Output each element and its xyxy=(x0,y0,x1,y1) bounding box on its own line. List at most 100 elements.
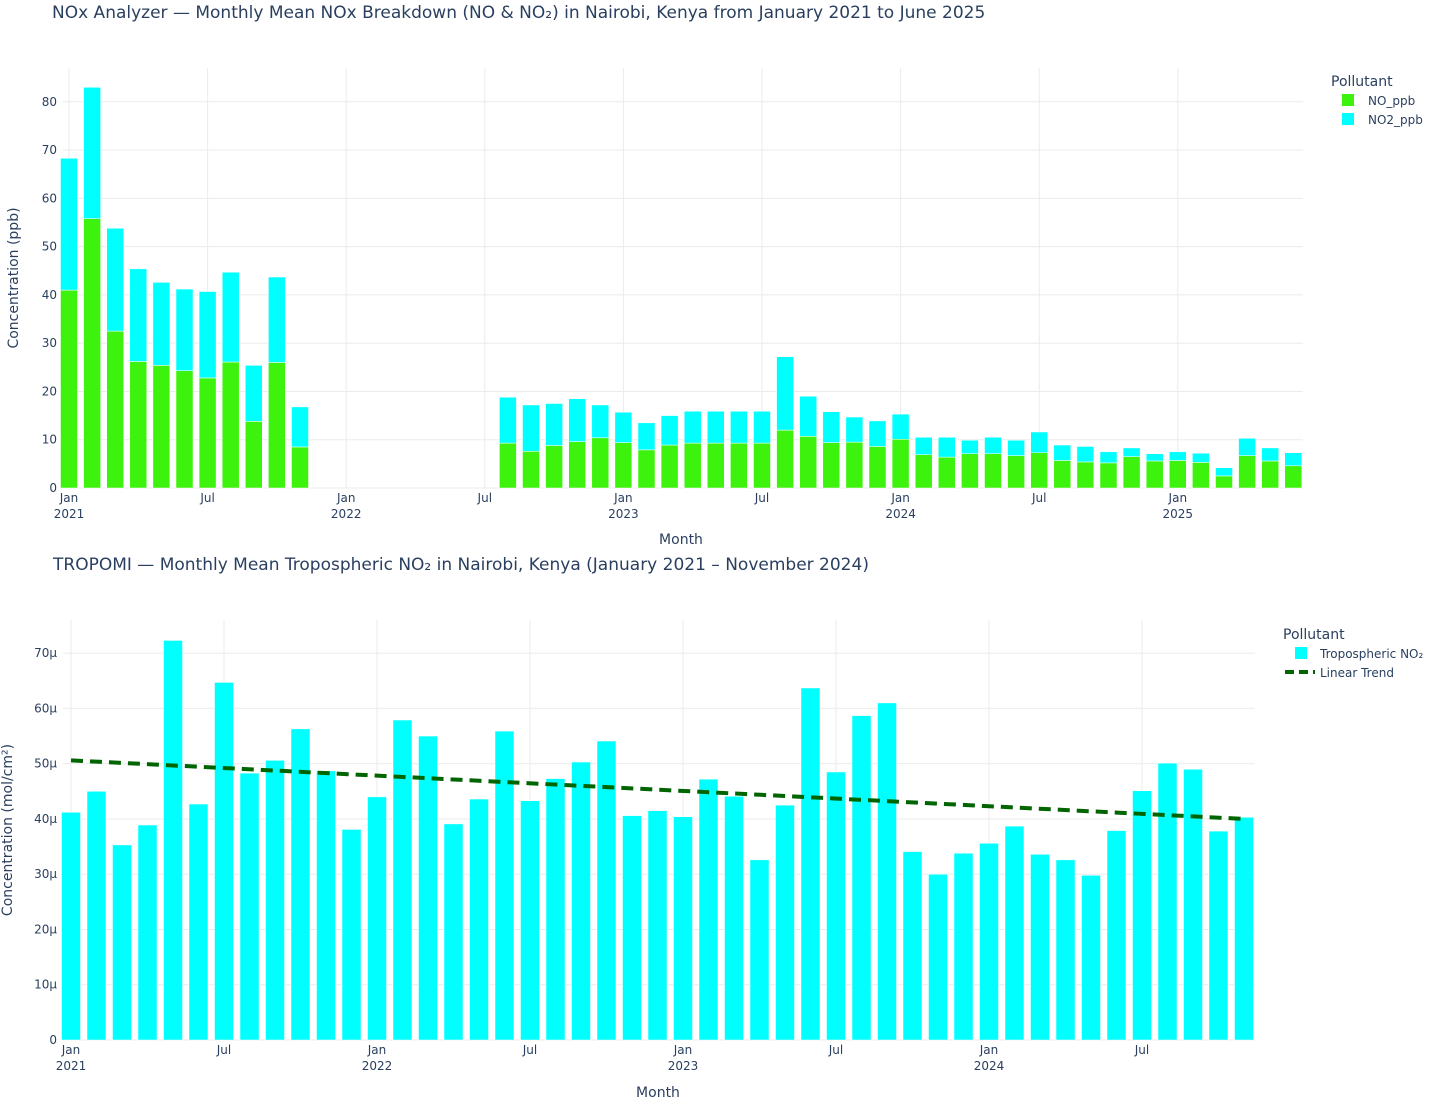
x-tick-label: Jul xyxy=(828,1043,843,1057)
bar-tropospheric-no--2022-12 xyxy=(647,810,668,1041)
bar-tropospheric-no--2024-10 xyxy=(1208,830,1229,1041)
bar-no2-ppb-2021-03 xyxy=(106,228,124,332)
bar-no-ppb-2023-01 xyxy=(614,442,633,489)
bar-tropospheric-no--2021-12 xyxy=(341,829,362,1041)
bar-no2-ppb-2023-05 xyxy=(707,410,725,444)
bar-tropospheric-no--2023-11 xyxy=(928,873,948,1041)
bar-tropospheric-no--2024-08 xyxy=(1157,762,1178,1041)
bar-no-ppb-2023-11 xyxy=(845,441,864,489)
bar-no-ppb-2024-10 xyxy=(1099,462,1118,489)
bar-no-ppb-2023-02 xyxy=(637,449,656,489)
bar-tropospheric-no--2023-02 xyxy=(698,778,719,1041)
bar-no2-ppb-2021-05 xyxy=(152,282,171,366)
chart1-y-axis-title: Concentration (ppb) xyxy=(6,207,22,348)
bar-no2-ppb-2024-12 xyxy=(1145,453,1164,462)
y-tick-label: 80 xyxy=(42,95,57,109)
bar-no-ppb-2025-05 xyxy=(1261,460,1279,489)
y-tick-label: 60 xyxy=(42,191,57,205)
bar-tropospheric-no--2023-07 xyxy=(826,771,846,1041)
bar-no-ppb-2022-10 xyxy=(545,445,563,489)
chart1-legend-title: Pollutant xyxy=(1331,74,1393,90)
bar-tropospheric-no--2021-05 xyxy=(163,640,183,1041)
bar-tropospheric-no--2024-09 xyxy=(1183,768,1203,1041)
y-tick-label: 20 xyxy=(42,384,57,398)
x-tick-label: Jan xyxy=(613,491,633,505)
x-tick-label: Jan xyxy=(336,491,356,505)
x-tick-year-label: 2024 xyxy=(974,1059,1005,1073)
bar-no-ppb-2021-03 xyxy=(106,330,124,489)
bar-no2-ppb-2022-10 xyxy=(545,403,563,446)
bar-tropospheric-no--2023-10 xyxy=(902,851,923,1041)
chart2-title: TROPOMI — Monthly Mean Tropospheric NO₂ … xyxy=(52,555,869,575)
chart2-trend-layer xyxy=(70,758,1245,821)
bar-tropospheric-no--2024-04 xyxy=(1055,859,1076,1041)
bar-no-ppb-2022-09 xyxy=(522,451,540,489)
bar-no2-ppb-2024-05 xyxy=(984,437,1002,454)
bar-no2-ppb-2025-06 xyxy=(1284,452,1303,467)
chart2-y-axis-title: Concentration (mol/cm²) xyxy=(0,744,16,916)
bar-no2-ppb-2025-03 xyxy=(1215,467,1233,477)
bar-no-ppb-2021-06 xyxy=(175,370,194,489)
chart1-legend-swatch-no xyxy=(1342,94,1354,106)
bar-no-ppb-2021-04 xyxy=(129,361,148,489)
bar-no2-ppb-2025-02 xyxy=(1192,452,1210,463)
bar-no-ppb-2023-03 xyxy=(660,444,679,489)
bar-no-ppb-2024-07 xyxy=(1030,452,1048,489)
chart2-legend-swatch-tropospheric xyxy=(1295,647,1307,659)
bar-no-ppb-2025-02 xyxy=(1192,462,1210,489)
bar-tropospheric-no--2023-04 xyxy=(749,859,770,1041)
y-tick-label: 60µ xyxy=(34,701,57,715)
chart2-x-ticks: Jan 2021 Jul Jan 2022 Jul Jan 2023 Jul Jan 2024 Jul xyxy=(56,1043,1150,1073)
bar-tropospheric-no--2023-09 xyxy=(877,702,897,1041)
bar-tropospheric-no--2024-07 xyxy=(1132,790,1152,1041)
bar-no-ppb-2024-11 xyxy=(1122,456,1141,489)
bar-no-ppb-2023-05 xyxy=(707,442,725,489)
y-tick-label: 50µ xyxy=(34,757,57,771)
bar-no2-ppb-2022-12 xyxy=(591,404,610,439)
x-tick-label: Jan xyxy=(61,1043,81,1057)
bar-tropospheric-no--2021-03 xyxy=(112,844,132,1041)
bar-no-ppb-2022-08 xyxy=(499,442,517,489)
bar-tropospheric-no--2021-04 xyxy=(137,824,158,1041)
bar-no2-ppb-2023-07 xyxy=(753,410,771,444)
bar-no-ppb-2021-07 xyxy=(198,377,217,489)
bar-no2-ppb-2024-01 xyxy=(891,413,910,440)
bar-tropospheric-no--2022-10 xyxy=(596,740,617,1041)
bar-no2-ppb-2023-09 xyxy=(799,396,817,437)
bar-no2-ppb-2022-11 xyxy=(568,398,586,442)
bar-tropospheric-no--2024-06 xyxy=(1106,830,1127,1041)
bar-no2-ppb-2024-02 xyxy=(914,437,933,455)
bar-tropospheric-no--2021-11 xyxy=(316,770,336,1041)
chart1-y-ticks: 0 10 20 30 40 50 60 70 80 xyxy=(42,95,57,495)
bar-no-ppb-2024-04 xyxy=(961,453,979,489)
bar-tropospheric-no--2021-06 xyxy=(188,803,209,1041)
bar-no-ppb-2025-03 xyxy=(1215,475,1233,489)
bar-no-ppb-2025-01 xyxy=(1169,460,1187,489)
bar-no2-ppb-2021-11 xyxy=(291,406,309,448)
bar-tropospheric-no--2021-09 xyxy=(265,760,285,1041)
x-tick-label: Jul xyxy=(1031,491,1046,505)
bar-no2-ppb-2022-09 xyxy=(522,404,540,452)
bar-tropospheric-no--2022-06 xyxy=(494,730,515,1041)
chart2-x-axis-title: Month xyxy=(636,1085,680,1101)
bar-no-ppb-2024-12 xyxy=(1145,460,1164,489)
bar-no2-ppb-2021-09 xyxy=(245,365,263,422)
bar-no2-ppb-2025-05 xyxy=(1261,447,1279,462)
bar-no-ppb-2021-09 xyxy=(245,421,263,489)
bar-no2-ppb-2021-10 xyxy=(268,276,286,363)
bar-no2-ppb-2023-10 xyxy=(822,411,841,443)
x-tick-year-label: 2022 xyxy=(331,507,362,521)
bar-no-ppb-2024-09 xyxy=(1076,461,1095,489)
bar-no2-ppb-2021-08 xyxy=(221,271,240,363)
bar-tropospheric-no--2022-01 xyxy=(367,796,387,1041)
nox-analyzer-chart: NOx Analyzer — Monthly Mean NOx Breakdow… xyxy=(6,3,1423,548)
bar-tropospheric-no--2024-11 xyxy=(1234,817,1254,1041)
bar-no-ppb-2023-08 xyxy=(776,429,794,489)
x-tick-year-label: 2022 xyxy=(362,1059,393,1073)
bar-tropospheric-no--2024-02 xyxy=(1004,825,1025,1041)
x-tick-year-label: 2023 xyxy=(668,1059,699,1073)
bar-tropospheric-no--2022-04 xyxy=(443,823,464,1041)
bar-tropospheric-no--2021-08 xyxy=(239,772,260,1041)
bar-no-ppb-2021-02 xyxy=(83,218,101,489)
x-tick-label: Jan xyxy=(979,1043,999,1057)
